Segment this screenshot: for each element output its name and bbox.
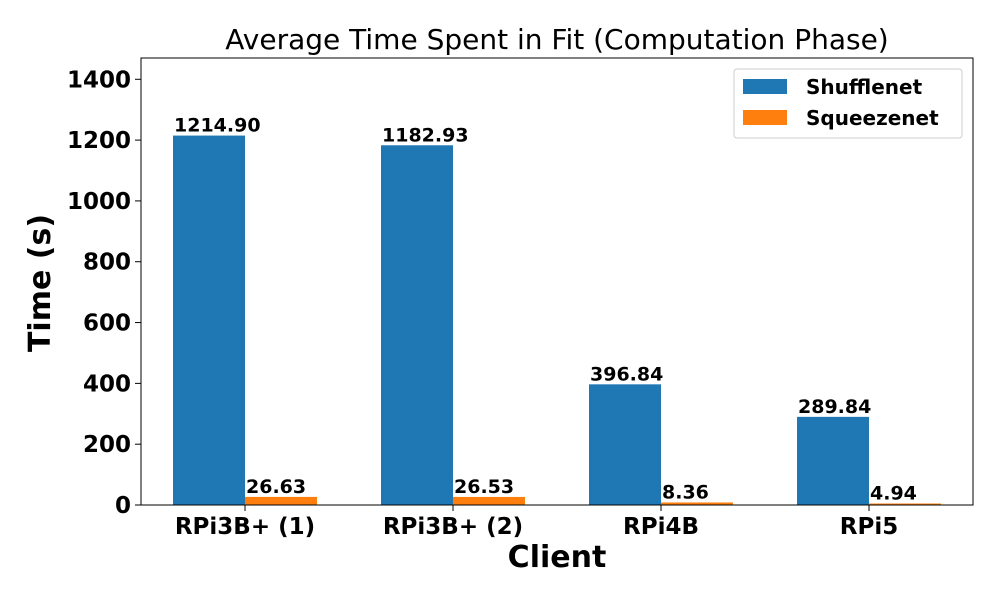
plot-area: 0 200 400 600 800 1000 1200 1400 RPi3B+ (1) 1214.… bbox=[67, 67, 941, 540]
axes-frame bbox=[140, 57, 974, 506]
legend-box bbox=[733, 68, 963, 139]
data-label: 1182.93 bbox=[382, 124, 469, 146]
y-tick-label: 600 bbox=[83, 311, 131, 337]
x-tick-label: RPi3B+ (1) bbox=[175, 514, 315, 540]
y-tick-label: 1400 bbox=[67, 67, 131, 93]
data-label: 396.84 bbox=[590, 363, 663, 385]
bar-squeezenet bbox=[869, 503, 941, 505]
x-tick-label: RPi5 bbox=[840, 514, 898, 540]
bar-squeezenet bbox=[245, 496, 317, 505]
bar-shufflenet bbox=[797, 416, 869, 505]
bar-squeezenet bbox=[661, 502, 733, 505]
y-axis-label: Time (s) bbox=[23, 214, 58, 352]
data-label: 26.63 bbox=[246, 476, 306, 498]
data-label: 8.36 bbox=[662, 481, 709, 503]
legend-label-shufflenet: Shufflenet bbox=[806, 75, 923, 99]
legend-swatch-squeezenet bbox=[743, 110, 787, 125]
y-tick-label: 0 bbox=[115, 493, 131, 519]
bar-shufflenet bbox=[381, 145, 453, 505]
bar-squeezenet bbox=[453, 496, 525, 505]
x-tick-label: RPi3B+ (2) bbox=[383, 514, 523, 540]
y-tick-label: 1000 bbox=[67, 189, 131, 215]
x-tick-label: RPi4B bbox=[623, 514, 699, 540]
data-label: 289.84 bbox=[798, 396, 871, 418]
legend-label-squeezenet: Squeezenet bbox=[806, 106, 939, 130]
bar-shufflenet bbox=[173, 135, 245, 505]
legend-swatch-shufflenet bbox=[743, 79, 787, 94]
y-tick-label: 400 bbox=[83, 371, 131, 397]
y-tick-label: 200 bbox=[83, 432, 131, 458]
y-tick-label: 1200 bbox=[67, 128, 131, 154]
data-label: 4.94 bbox=[870, 482, 917, 504]
chart-title: Average Time Spent in Fit (Computation P… bbox=[225, 23, 888, 56]
data-label: 1214.90 bbox=[174, 115, 261, 137]
bar-shufflenet bbox=[589, 384, 661, 505]
y-tick-label: 800 bbox=[83, 250, 131, 276]
x-axis-label: Client bbox=[508, 540, 607, 575]
legend: Shufflenet Squeezenet bbox=[733, 68, 963, 139]
data-label: 26.53 bbox=[454, 476, 514, 498]
